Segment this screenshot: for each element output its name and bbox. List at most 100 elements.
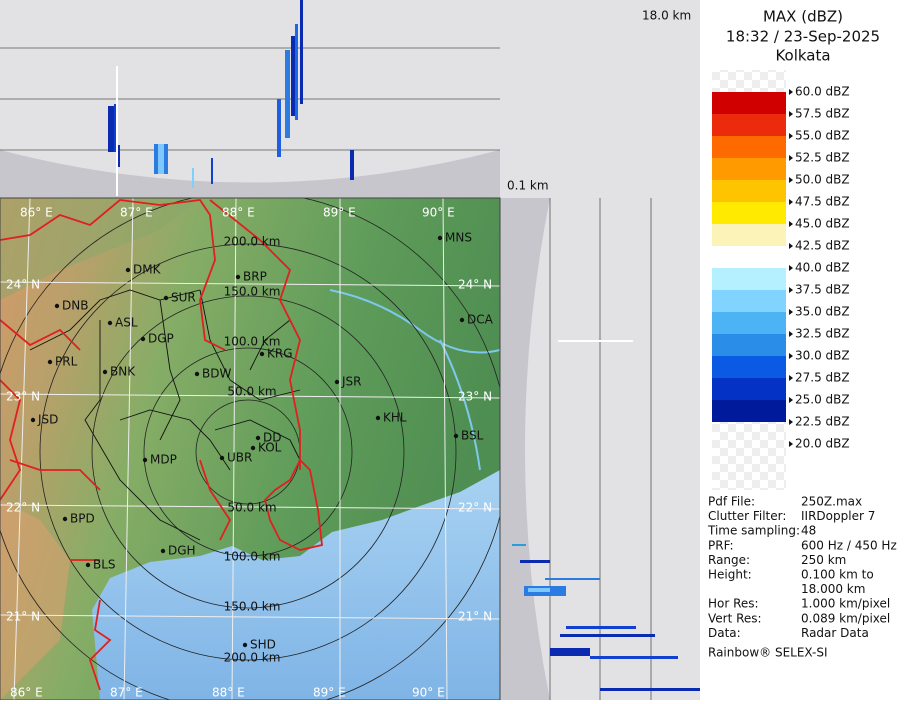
city-label: KHL xyxy=(383,411,407,425)
info-value: 48 xyxy=(801,524,816,538)
corner-panel xyxy=(500,0,700,198)
legend-label: 45.0 dBZ xyxy=(795,217,850,231)
legend-tick xyxy=(789,309,793,315)
legend-tick xyxy=(789,199,793,205)
legend-swatch xyxy=(712,246,786,268)
top-panel-shade xyxy=(0,150,500,198)
city-marker xyxy=(160,548,166,554)
legend-swatch xyxy=(712,356,786,378)
legend-swatch xyxy=(712,378,786,400)
city-marker xyxy=(85,562,91,568)
info-value: 600 Hz / 450 Hz xyxy=(801,538,897,552)
city-label: BLS xyxy=(93,558,116,572)
lat-label: 21° N xyxy=(6,610,40,624)
lat-label: 24° N xyxy=(458,278,492,292)
legend-swatch xyxy=(712,92,786,114)
height-label: 18.0 km xyxy=(642,9,691,23)
city-label: BRP xyxy=(243,270,267,284)
legend-swatch xyxy=(712,290,786,312)
lon-label: 87° E xyxy=(110,686,143,700)
info-footer: Rainbow® SELEX-SI xyxy=(708,646,828,660)
lon-label: 89° E xyxy=(323,206,356,220)
legend-label: 60.0 dBZ xyxy=(795,85,850,99)
legend-swatch xyxy=(712,312,786,334)
legend-swatch xyxy=(712,202,786,224)
info-value: 0.100 km to xyxy=(801,568,874,582)
info-value: 18.000 km xyxy=(801,582,865,596)
city-marker xyxy=(194,371,200,377)
legend-tick xyxy=(789,331,793,337)
city-marker xyxy=(140,336,146,342)
lat-label: 24° N xyxy=(6,278,40,292)
city-marker xyxy=(30,417,36,423)
city-marker xyxy=(62,516,68,522)
city-marker xyxy=(242,642,248,648)
city-marker xyxy=(47,359,53,365)
legend-label: 37.5 dBZ xyxy=(795,283,850,297)
legend-label: 40.0 dBZ xyxy=(795,261,850,275)
info-value: 1.000 km/pixel xyxy=(801,597,890,611)
city-label: PRL xyxy=(55,355,78,369)
legend-label: 32.5 dBZ xyxy=(795,327,850,341)
city-label: MNS xyxy=(445,231,472,245)
city-label: JSR xyxy=(341,375,362,389)
legend-label: 50.0 dBZ xyxy=(795,173,850,187)
lat-label: 22° N xyxy=(6,501,40,515)
legend-tick xyxy=(789,177,793,183)
lon-label: 86° E xyxy=(10,686,43,700)
info-key: Range: xyxy=(708,553,750,567)
lon-label: 88° E xyxy=(212,686,245,700)
info-key: Data: xyxy=(708,626,741,640)
legend-tick xyxy=(789,287,793,293)
height-label: 0.1 km xyxy=(507,179,549,193)
legend-swatch xyxy=(712,114,786,136)
legend-swatch xyxy=(712,224,786,246)
city-label: SHD xyxy=(250,638,276,652)
info-value: 0.089 km/pixel xyxy=(801,611,890,625)
legend-tick xyxy=(789,89,793,95)
city-label: DGH xyxy=(168,544,196,558)
city-label: BPD xyxy=(70,512,95,526)
legend-swatch xyxy=(712,180,786,202)
station: Kolkata xyxy=(775,47,830,65)
range-ring-label: 100.0 km xyxy=(224,550,281,564)
sea xyxy=(92,470,500,700)
legend-swatch xyxy=(712,136,786,158)
city-marker xyxy=(334,379,340,385)
side-panel-grid xyxy=(549,198,652,700)
city-marker xyxy=(453,433,459,439)
city-marker xyxy=(107,320,113,326)
range-ring-label: 50.0 km xyxy=(227,501,276,515)
info-key: Height: xyxy=(708,568,752,582)
top-echoes xyxy=(108,0,354,196)
lon-label: 87° E xyxy=(120,206,153,220)
lon-label: 88° E xyxy=(222,206,255,220)
legend-swatch xyxy=(712,268,786,290)
city-marker xyxy=(459,317,465,323)
legend-label: 55.0 dBZ xyxy=(795,129,850,143)
legend-swatch xyxy=(712,334,786,356)
top-panel-grid xyxy=(0,47,500,151)
legend-tick xyxy=(789,375,793,381)
lat-label: 22° N xyxy=(458,501,492,515)
city-label: DGP xyxy=(148,332,174,346)
info-value: 250 km xyxy=(801,553,846,567)
range-ring-label: 50.0 km xyxy=(227,385,276,399)
range-ring-label: 200.0 km xyxy=(224,235,281,249)
city-marker xyxy=(163,295,169,301)
range-ring-label: 100.0 km xyxy=(224,335,281,349)
legend-tick xyxy=(789,221,793,227)
legend-swatch xyxy=(712,158,786,180)
legend-label: 30.0 dBZ xyxy=(795,349,850,363)
city-label: DNB xyxy=(62,299,88,313)
legend-tick xyxy=(789,441,793,447)
city-label: BSL xyxy=(461,429,484,443)
info-value: 250Z.max xyxy=(801,495,862,509)
title: MAX (dBZ) xyxy=(763,8,843,26)
info-key: Hor Res: xyxy=(708,597,759,611)
lon-label: 90° E xyxy=(422,206,455,220)
legend-tick xyxy=(789,353,793,359)
legend-tick xyxy=(789,397,793,403)
